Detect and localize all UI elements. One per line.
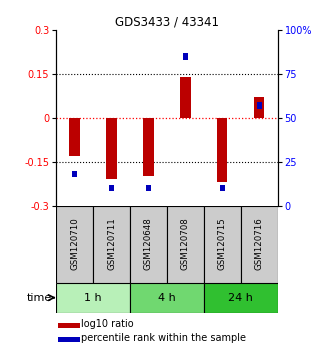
Bar [217, 118, 228, 182]
Bar [72, 171, 77, 177]
Bar [146, 185, 151, 192]
Text: GSM120711: GSM120711 [107, 218, 116, 270]
Bar [58, 337, 80, 342]
Bar [130, 282, 204, 313]
Bar [241, 206, 278, 282]
Text: GSM120716: GSM120716 [255, 218, 264, 270]
Text: 1 h: 1 h [84, 293, 102, 303]
Text: GSM120715: GSM120715 [218, 218, 227, 270]
Text: time: time [27, 293, 52, 303]
Bar [204, 206, 241, 282]
Bar [220, 185, 225, 192]
Bar [56, 206, 93, 282]
Bar [93, 206, 130, 282]
Text: GSM120648: GSM120648 [144, 218, 153, 270]
Text: 4 h: 4 h [158, 293, 176, 303]
Bar [180, 77, 191, 118]
Text: GSM120710: GSM120710 [70, 218, 79, 270]
Bar [69, 118, 80, 156]
Text: percentile rank within the sample: percentile rank within the sample [81, 333, 246, 343]
Bar [58, 323, 80, 328]
Bar [56, 282, 130, 313]
Bar [109, 185, 114, 192]
Text: GSM120708: GSM120708 [181, 218, 190, 270]
Bar [143, 118, 154, 176]
Bar [183, 53, 188, 60]
Text: log10 ratio: log10 ratio [81, 319, 133, 329]
Bar [204, 282, 278, 313]
Text: 24 h: 24 h [228, 293, 253, 303]
Bar [106, 118, 117, 179]
Bar [130, 206, 167, 282]
Bar [254, 97, 265, 118]
Bar [257, 102, 262, 109]
Bar [167, 206, 204, 282]
Title: GDS3433 / 43341: GDS3433 / 43341 [115, 16, 219, 29]
